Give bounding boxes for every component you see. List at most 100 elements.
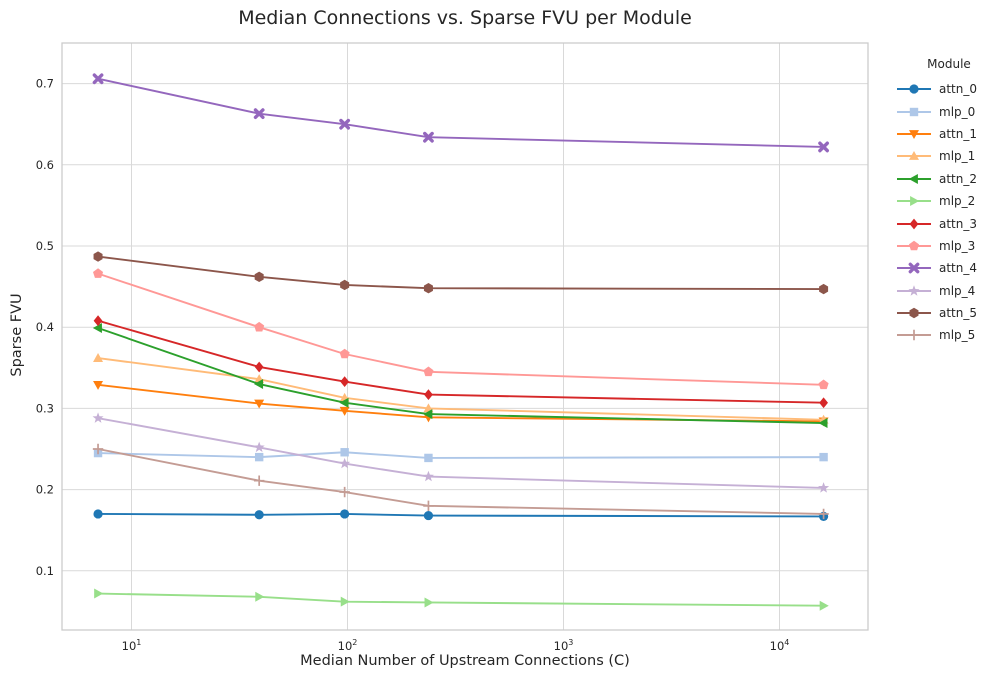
y-tick-label: 0.4	[36, 320, 54, 334]
data-point-attn_2	[423, 409, 433, 420]
x-tick-label: 104	[770, 638, 790, 653]
series-attn_2	[92, 323, 828, 429]
legend-swatch-mlp_5	[897, 330, 931, 341]
legend-marker-mlp_3	[908, 240, 920, 251]
legend-swatch-attn_1	[897, 130, 931, 139]
data-point-mlp_2	[819, 600, 829, 611]
legend-swatch-mlp_3	[897, 240, 931, 251]
legend-swatch-attn_2	[897, 173, 931, 184]
legend-label: mlp_4	[939, 283, 976, 298]
legend-label: attn_0	[939, 82, 978, 97]
legend-swatch-mlp_0	[897, 107, 931, 116]
data-point-attn_2	[339, 397, 349, 408]
legend-marker-attn_3	[909, 218, 919, 229]
legend-marker-mlp_5	[908, 330, 920, 341]
tick-labels: 0.1 0.2 0.3 0.4 0.5 0.6 0.7 101 102 103 104	[36, 77, 790, 653]
data-point-mlp_4	[253, 441, 265, 453]
legend-entry-attn_4: attn_4	[896, 257, 1002, 279]
data-point-attn_4	[339, 118, 351, 130]
legend-entry-attn_5: attn_5	[896, 302, 1002, 324]
data-point-attn_0	[254, 510, 264, 520]
legend-label: attn_4	[939, 261, 978, 276]
data-point-attn_5	[254, 271, 264, 283]
legend-entry-attn_1: attn_1	[896, 123, 1002, 145]
data-point-attn_5	[340, 279, 350, 291]
data-point-mlp_0	[254, 452, 264, 462]
data-point-attn_1	[93, 380, 104, 390]
series-mlp_0	[93, 448, 828, 463]
series-mlp_2	[94, 588, 829, 611]
series-line-attn_4	[97, 77, 824, 148]
legend-swatch-attn_4	[897, 262, 931, 274]
y-tick-label: 0.6	[36, 158, 54, 172]
grid	[62, 43, 868, 630]
series-line-attn_0	[98, 513, 824, 518]
data-point-attn_0	[423, 510, 434, 521]
legend-marker-attn_5	[909, 307, 919, 319]
data-point-mlp_2	[424, 597, 434, 608]
x-tick-label: 103	[554, 638, 574, 653]
data-point-attn_4	[253, 108, 265, 120]
data-point-attn_5	[423, 283, 433, 294]
legend-entry-attn_0: attn_0	[896, 78, 1002, 100]
data-point-mlp_2	[340, 596, 350, 607]
series-line-mlp_2	[98, 592, 824, 607]
series-attn_4	[92, 73, 829, 153]
x-tick-label: 101	[122, 638, 142, 653]
data-point-mlp_5	[423, 500, 434, 512]
axes-border	[61, 42, 869, 631]
data-point-attn_3	[424, 389, 433, 400]
data-point-mlp_5	[339, 486, 350, 498]
series-attn_3	[93, 315, 828, 409]
legend-swatch-attn_3	[897, 218, 931, 229]
data-point-mlp_5	[253, 475, 265, 486]
data-point-attn_4	[818, 141, 829, 153]
data-point-mlp_0	[819, 452, 828, 462]
legend-label: attn_3	[939, 216, 978, 231]
legend-label: attn_1	[939, 126, 978, 141]
legend-entry-mlp_1: mlp_1	[896, 145, 1002, 167]
series-line-mlp_0	[98, 451, 824, 459]
legend-swatch-mlp_4	[897, 284, 931, 296]
legend-entry-mlp_5: mlp_5	[896, 324, 1002, 346]
legend-marker-attn_1	[909, 130, 919, 139]
legend-marker-attn_0	[909, 84, 919, 94]
data-point-mlp_0	[340, 448, 349, 457]
data-point-mlp_5	[818, 508, 829, 520]
y-tick-label: 0.2	[36, 483, 54, 497]
chart-title: Median Connections vs. Sparse FVU per Mo…	[238, 7, 692, 29]
series-line-attn_3	[97, 319, 824, 404]
series-mlp_3	[93, 268, 829, 390]
data-point-mlp_2	[255, 591, 265, 602]
series-attn_5	[93, 251, 829, 295]
data-point-mlp_3	[93, 268, 104, 278]
data-point-attn_5	[93, 251, 103, 262]
legend-marker-attn_4	[908, 262, 920, 274]
data-point-mlp_3	[818, 379, 829, 390]
series-mlp_5	[92, 443, 829, 520]
series-line-mlp_1	[97, 357, 824, 421]
legend-swatch-attn_0	[897, 84, 931, 94]
legend-marker-mlp_0	[909, 107, 919, 116]
y-axis-label: Sparse FVU	[9, 293, 25, 377]
legend-marker-mlp_4	[908, 284, 920, 296]
data-point-mlp_4	[818, 482, 830, 493]
data-point-mlp_4	[92, 412, 104, 423]
legend-marker-mlp_1	[909, 151, 919, 161]
data-point-attn_1	[339, 406, 350, 416]
series-line-attn_5	[97, 255, 824, 290]
data-point-mlp_1	[93, 353, 104, 362]
data-point-attn_5	[819, 283, 829, 295]
data-point-mlp_2	[94, 588, 104, 599]
data-point-attn_4	[92, 73, 104, 85]
legend-entry-mlp_3: mlp_3	[896, 235, 1002, 257]
legend-title: Module	[927, 57, 971, 71]
legend-entry-attn_2: attn_2	[896, 168, 1002, 190]
data-point-attn_3	[254, 361, 264, 373]
legend-swatch-mlp_1	[897, 151, 931, 161]
series-attn_1	[93, 380, 829, 427]
data-point-attn_2	[818, 418, 828, 429]
legend-entry-mlp_4: mlp_4	[896, 280, 1002, 302]
data-point-attn_4	[423, 131, 434, 143]
